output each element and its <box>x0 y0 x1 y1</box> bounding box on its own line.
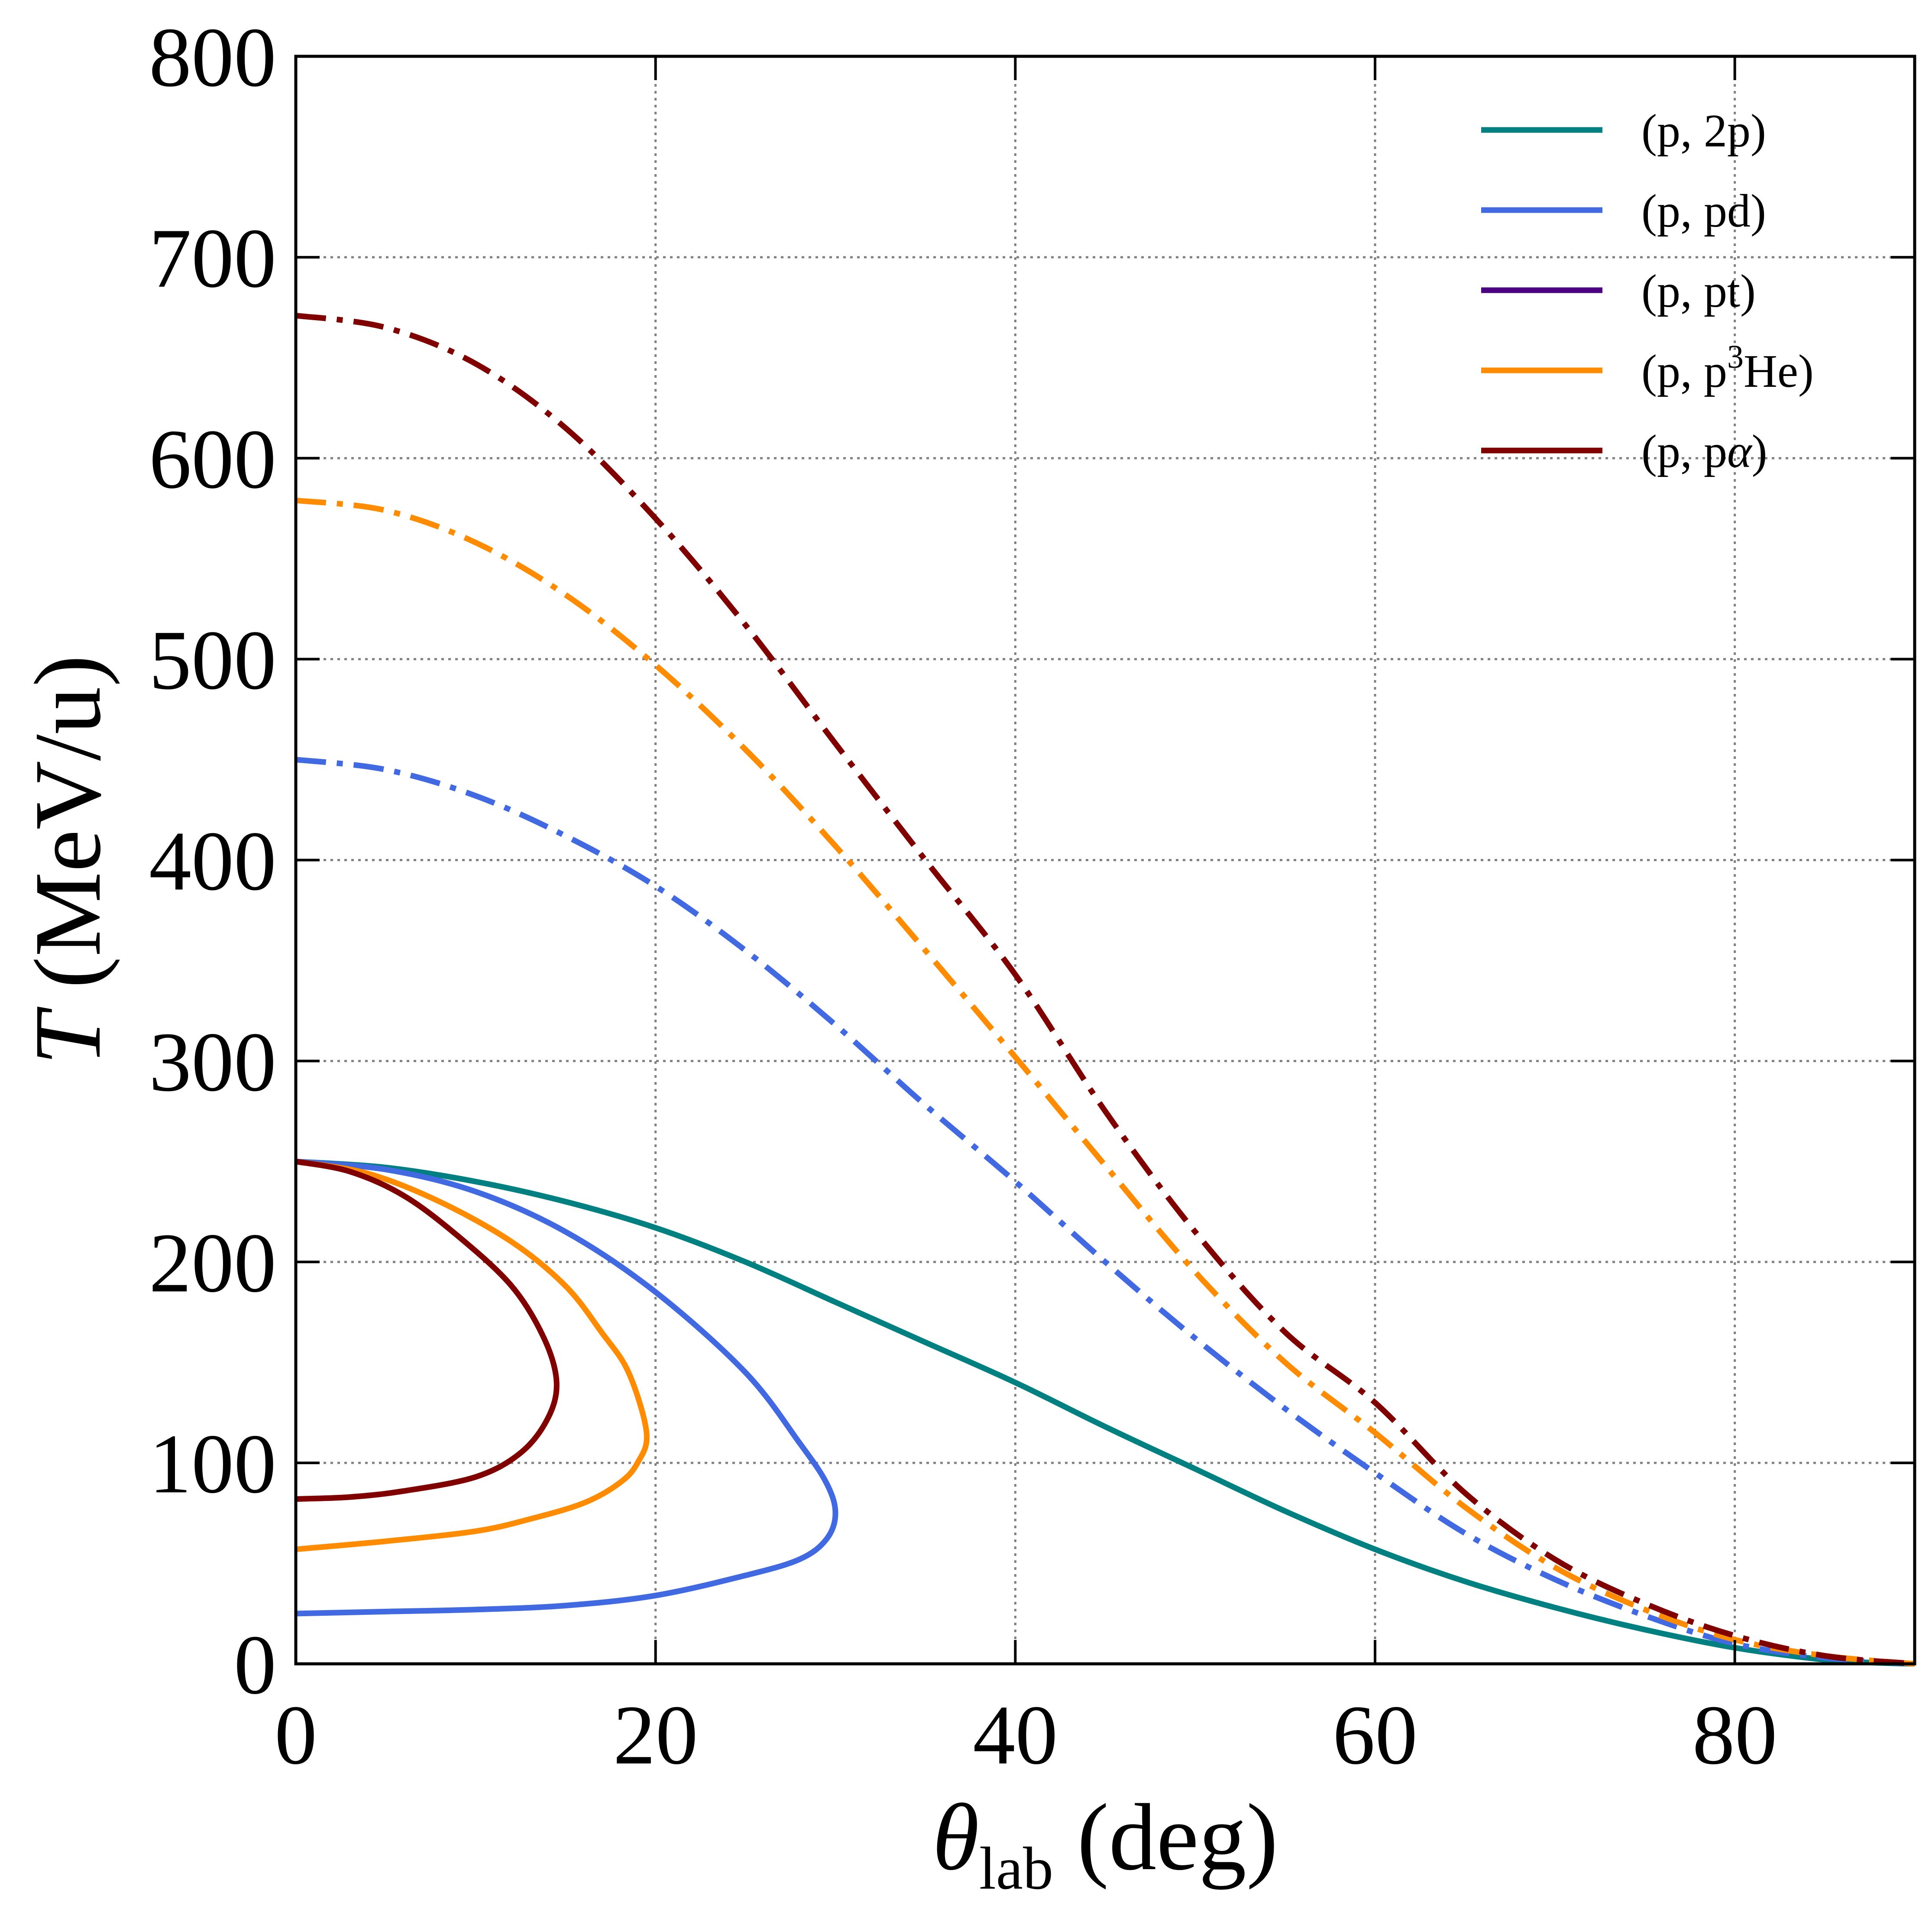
series-line-6 <box>295 497 1915 1667</box>
legend-label: (p, pt) <box>1641 266 1756 317</box>
y-tick-label: 600 <box>149 412 276 506</box>
y-axis-symbol: T <box>15 1006 120 1065</box>
series-line-5 <box>295 757 1915 1667</box>
y-tick-label: 300 <box>149 1015 276 1109</box>
y-tick-labels: 0 100 200 300 400 500 600 700 800 <box>149 10 276 1712</box>
y-tick-label: 100 <box>149 1417 276 1511</box>
x-tick-label: 40 <box>973 1688 1058 1782</box>
tick-marks <box>294 55 1915 1665</box>
series-group <box>295 312 1915 1667</box>
legend-label: (p, 2p) <box>1641 105 1766 157</box>
legend: (p, 2p)(p, pd)(p, pt)(p, p3He)(p, pα) <box>1481 105 1814 477</box>
x-axis-subscript: lab <box>979 1835 1053 1902</box>
y-axis-unit: (MeV/u) <box>15 655 120 1012</box>
legend-label-rest: ) <box>1752 426 1767 477</box>
legend-label-text: (p, pt) <box>1641 266 1756 317</box>
legend-label: (p, pα) <box>1641 426 1767 477</box>
legend-label-text: (p, p <box>1641 346 1727 397</box>
y-tick-label: 500 <box>149 613 276 707</box>
x-axis-label: θlab (deg) <box>932 1784 1278 1902</box>
x-axis-unit: (deg) <box>1053 1784 1278 1890</box>
y-tick-label: 200 <box>149 1216 276 1310</box>
series-line-1 <box>295 1158 1915 1667</box>
x-tick-label: 0 <box>275 1688 317 1782</box>
series-line-4 <box>295 1158 560 1502</box>
x-tick-label: 80 <box>1693 1688 1777 1782</box>
y-tick-label: 800 <box>149 10 276 104</box>
legend-label: (p, pd) <box>1641 185 1766 237</box>
x-tick-label: 60 <box>1333 1688 1417 1782</box>
grid-lines <box>296 56 1915 1664</box>
x-tick-labels: 0 20 40 60 80 <box>275 1688 1777 1782</box>
x-axis-symbol: θ <box>932 1784 979 1890</box>
y-tick-label: 700 <box>149 211 276 305</box>
series-line-7 <box>295 312 1915 1667</box>
legend-label-superscript: 3 <box>1727 339 1744 375</box>
y-axis-label: T (MeV/u) <box>15 655 120 1065</box>
legend-label-greek: α <box>1727 426 1753 477</box>
legend-label-text: (p, 2p) <box>1641 105 1766 157</box>
series-line-2 <box>295 1158 838 1617</box>
y-tick-label: 400 <box>149 814 276 908</box>
legend-label-rest: He) <box>1744 346 1814 397</box>
legend-label-text: (p, pd) <box>1641 185 1766 237</box>
x-tick-label: 20 <box>613 1688 698 1782</box>
legend-label-text: (p, p <box>1641 426 1727 477</box>
y-tick-label: 0 <box>234 1618 276 1712</box>
series-line-3 <box>295 1158 650 1552</box>
legend-label: (p, p3He) <box>1641 339 1814 397</box>
